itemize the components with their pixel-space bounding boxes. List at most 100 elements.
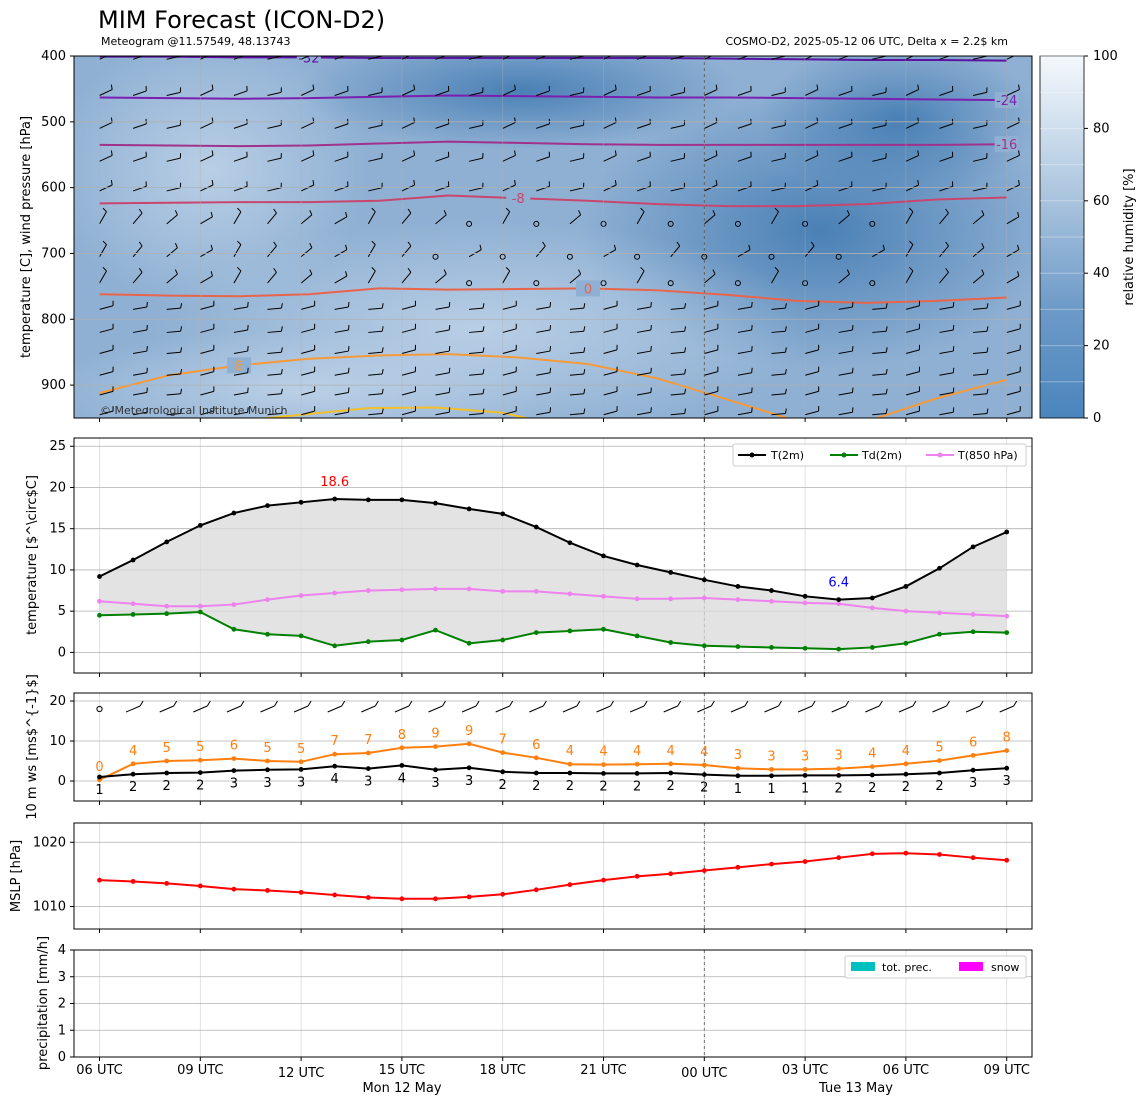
wind-barb bbox=[132, 151, 147, 162]
wind-barb bbox=[939, 56, 951, 60]
wind-barb bbox=[435, 387, 451, 396]
wind-barb bbox=[1006, 150, 1020, 162]
wind-barb bbox=[973, 368, 989, 376]
t850-point bbox=[197, 603, 203, 609]
wind-barb bbox=[166, 408, 183, 416]
y-tick-label: 800 bbox=[41, 312, 66, 327]
isotherm-label-bg bbox=[994, 136, 1019, 153]
wind-barb bbox=[771, 303, 787, 310]
t2m-point bbox=[937, 565, 942, 571]
wind-barb bbox=[569, 326, 586, 333]
y-tick-label: 0 bbox=[58, 645, 66, 660]
isotherm-label: -8 bbox=[512, 192, 525, 207]
wind-barb bbox=[428, 700, 446, 713]
legend-tot-prec: tot. prec. bbox=[882, 961, 932, 974]
y-tick-label: 1010 bbox=[33, 900, 66, 915]
wind-barb bbox=[898, 700, 917, 713]
wind-barb bbox=[838, 387, 854, 396]
wind-barb bbox=[536, 407, 552, 416]
legend-t850: T(850 hPa) bbox=[957, 449, 1018, 462]
dewpoint-point bbox=[601, 626, 606, 632]
wind-speed-point bbox=[500, 769, 506, 775]
wind-barb bbox=[939, 241, 949, 258]
wind-barb bbox=[771, 368, 787, 376]
t2m-point bbox=[130, 557, 136, 563]
gust-value-label: 6 bbox=[230, 739, 238, 754]
t2m-point bbox=[466, 506, 472, 512]
wind-barb bbox=[267, 182, 282, 192]
t2m-point bbox=[332, 496, 338, 502]
isotherm-label-bg bbox=[575, 280, 600, 297]
wind-speed-point bbox=[433, 767, 438, 773]
wind-barb bbox=[401, 366, 416, 376]
isotherm-label-bg bbox=[296, 56, 321, 66]
isotherm-line bbox=[99, 140, 1007, 148]
wind-barb bbox=[536, 301, 552, 310]
wind-barb bbox=[569, 56, 585, 60]
dewpoint-point bbox=[97, 612, 102, 618]
wind-barb bbox=[603, 300, 618, 310]
y-tick-label: 500 bbox=[41, 115, 66, 130]
wind-barb bbox=[973, 347, 989, 354]
wind-barb bbox=[334, 56, 346, 60]
mslp-point bbox=[399, 896, 405, 902]
wind-barb bbox=[469, 408, 485, 416]
wind-barb bbox=[838, 407, 854, 416]
t850-point bbox=[802, 600, 808, 606]
wind-barb bbox=[972, 242, 985, 258]
wind-barb bbox=[704, 323, 719, 333]
x-tick-label: 18 UTC bbox=[479, 1063, 525, 1078]
wind-barb bbox=[670, 241, 681, 258]
wind-value-label: 2 bbox=[835, 781, 843, 796]
wind-barb bbox=[468, 56, 484, 60]
wind-speed-point bbox=[164, 770, 170, 776]
wind-barb bbox=[367, 267, 376, 284]
wind-barb bbox=[99, 84, 113, 96]
gusts-point bbox=[500, 750, 506, 755]
wind-barb bbox=[1006, 323, 1021, 333]
isotherm-line bbox=[99, 194, 1007, 208]
wind-barb bbox=[764, 700, 782, 713]
wind-barb bbox=[670, 56, 685, 60]
gusts-point bbox=[1004, 748, 1010, 753]
wind-speed-point bbox=[903, 771, 909, 777]
wind-barb bbox=[872, 87, 887, 96]
wind-barb bbox=[939, 118, 954, 129]
wind-barb bbox=[939, 301, 955, 310]
t850-point bbox=[500, 588, 506, 594]
wind-barb bbox=[401, 300, 416, 310]
wind-barb bbox=[737, 367, 753, 376]
wind-barb bbox=[502, 300, 517, 310]
temperature-y-label: temperature [$^\circ$C] bbox=[25, 475, 40, 635]
wind-barb bbox=[233, 56, 245, 60]
mslp-point bbox=[567, 882, 573, 888]
wind-barb bbox=[905, 300, 920, 310]
wind-speed-point bbox=[298, 767, 304, 772]
x-tick-label: 15 UTC bbox=[379, 1063, 425, 1078]
x-tick-label: 12 UTC bbox=[278, 1066, 324, 1081]
calm-wind-marker bbox=[667, 220, 674, 227]
mslp-point bbox=[332, 892, 338, 898]
isotherm-label: -24 bbox=[996, 94, 1017, 109]
wind-barb bbox=[536, 181, 551, 192]
t2m-point bbox=[970, 544, 976, 550]
humidity-colorbar: 0 20 40 60 80 100 relative humidity [%] bbox=[1039, 49, 1137, 426]
mslp-y-label: MSLP [hPa] bbox=[9, 840, 24, 912]
y-tick-label: 900 bbox=[41, 378, 66, 393]
wind-barb bbox=[1006, 300, 1021, 310]
x-tick-label: 21 UTC bbox=[580, 1063, 626, 1078]
precip-legend: tot. prec. snow bbox=[844, 955, 1027, 979]
wind-value-label: 2 bbox=[667, 779, 675, 794]
gusts-point bbox=[433, 744, 438, 749]
gust-value-label: 4 bbox=[902, 744, 910, 759]
wind-barb bbox=[468, 87, 484, 96]
t2m-point bbox=[869, 595, 875, 601]
wind-barb bbox=[636, 267, 645, 284]
wind-barb bbox=[401, 323, 416, 333]
t850-point bbox=[164, 603, 170, 609]
wind-barb bbox=[771, 267, 779, 284]
t2m-point bbox=[769, 588, 774, 593]
wind-barb bbox=[267, 120, 282, 129]
wind-barb bbox=[637, 324, 652, 333]
mslp-point bbox=[365, 895, 371, 900]
